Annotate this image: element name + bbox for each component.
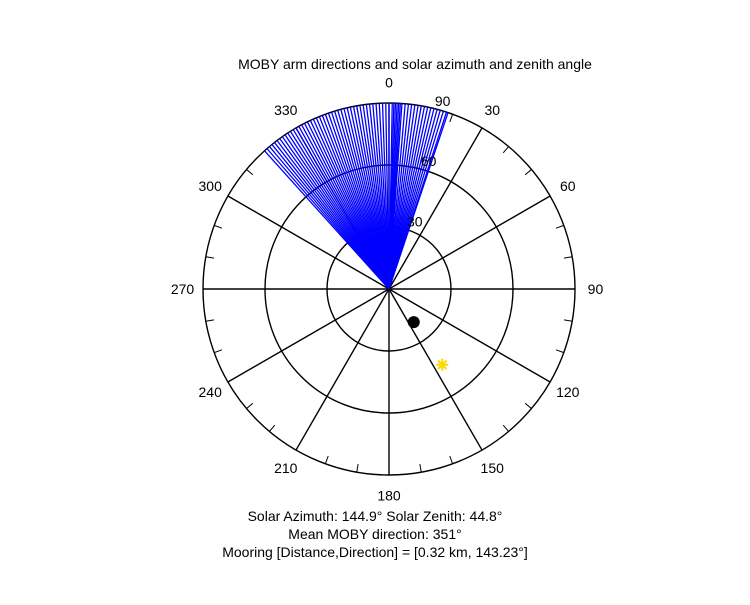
spoke-210 (295, 288, 390, 451)
tick-labels: 0 30 60 90 120 150 180 210 240 270 300 330 30 60 90 (171, 75, 604, 504)
spoke-30 (388, 127, 483, 290)
minor-tick (246, 169, 254, 176)
angle-tick-label-30: 30 (484, 102, 500, 118)
spoke-240 (227, 288, 390, 383)
minor-tick (555, 224, 564, 229)
minor-tick (205, 256, 215, 259)
minor-tick (502, 424, 509, 432)
spoke-120 (388, 288, 551, 383)
arm-line-64 (264, 150, 390, 290)
angle-tick-label-300: 300 (199, 178, 223, 194)
minor-tick (269, 424, 276, 432)
spoke-60 (388, 195, 551, 290)
radial-tick-label-60: 60 (421, 153, 437, 169)
angle-tick-label-240: 240 (199, 384, 223, 400)
angle-tick-label-330: 330 (274, 102, 298, 118)
spoke-300 (227, 195, 390, 290)
minor-tick (246, 402, 254, 409)
minor-tick (214, 224, 223, 229)
solar-marker (436, 358, 449, 371)
arm-line-22 (388, 112, 449, 290)
minor-tick (563, 256, 573, 259)
minor-tick (524, 169, 532, 176)
minor-tick (449, 455, 454, 464)
minor-tick (449, 114, 454, 123)
minor-tick (419, 463, 422, 473)
angle-tick-label-120: 120 (556, 384, 580, 400)
angle-tick-label-210: 210 (274, 460, 298, 476)
minor-tick (324, 455, 329, 464)
angle-tick-label-150: 150 (481, 460, 505, 476)
angle-tick-label-180: 180 (377, 487, 401, 503)
angle-tick-label-60: 60 (560, 178, 576, 194)
angle-tick-label-270: 270 (171, 281, 195, 297)
mean-direction-caption: Mean MOBY direction: 351° (288, 526, 462, 542)
mooring-marker (407, 316, 420, 329)
solar-caption: Solar Azimuth: 144.9° Solar Zenith: 44.8… (247, 508, 503, 524)
mooring-caption: Mooring [Distance,Direction] = [0.32 km,… (222, 544, 528, 560)
minor-tick (502, 146, 509, 154)
minor-tick (356, 463, 359, 473)
minor-tick (205, 319, 215, 322)
spoke-150 (388, 288, 483, 451)
markers (407, 316, 449, 371)
angle-tick-label-0: 0 (385, 75, 393, 91)
arm-direction-lines (264, 103, 449, 290)
minor-tick (214, 349, 223, 354)
chart-title: MOBY arm directions and solar azimuth an… (238, 56, 592, 72)
minor-tick (524, 402, 532, 409)
angle-tick-label-90: 90 (588, 281, 604, 297)
radial-tick-label-90: 90 (435, 93, 451, 109)
radial-tick-label-30: 30 (407, 214, 423, 230)
minor-tick (563, 319, 573, 322)
minor-tick (555, 349, 564, 354)
